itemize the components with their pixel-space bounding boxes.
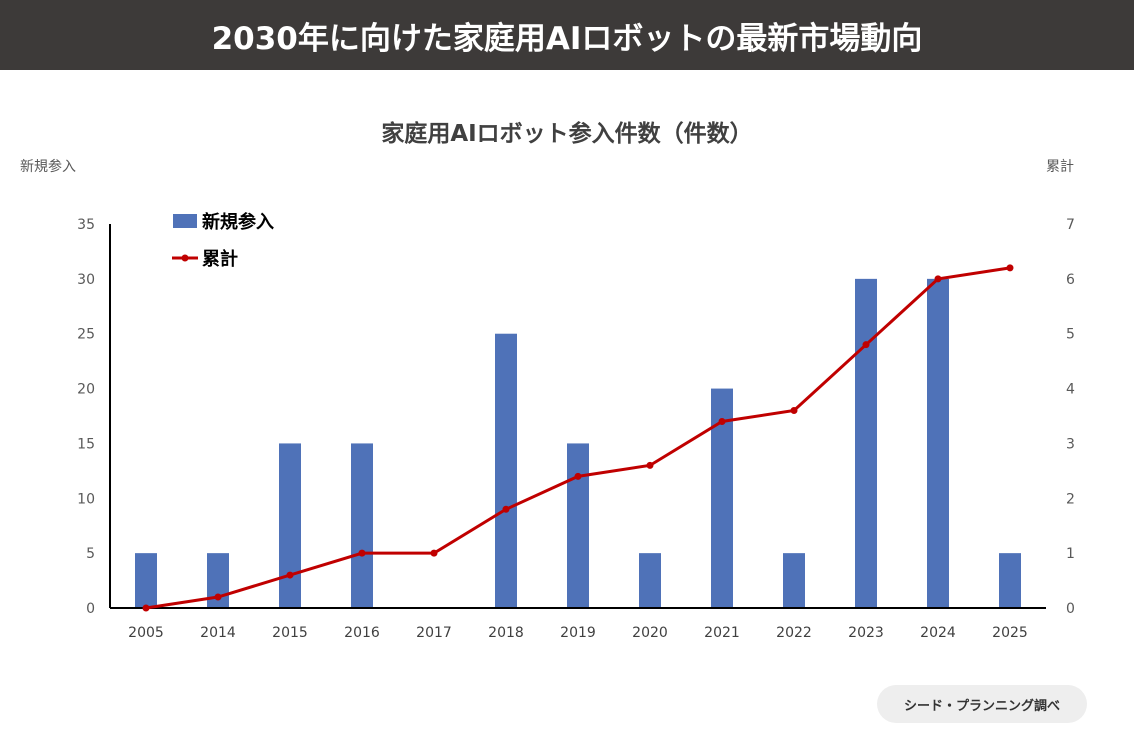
x-tick-label: 2014 (200, 625, 236, 641)
x-tick-label: 2021 (704, 625, 740, 641)
left-tick-label: 10 (77, 491, 95, 507)
bar-2018 (495, 333, 517, 608)
right-tick-label: 5 (1066, 327, 1075, 343)
x-tick-label: 2023 (848, 625, 884, 641)
right-tick-label: 2 (1066, 491, 1075, 507)
source-badge: シード・プランニング調べ (877, 685, 1087, 723)
cumulative-point-2024 (934, 275, 942, 283)
cumulative-point-2014 (214, 593, 222, 601)
cumulative-point-2019 (574, 472, 582, 480)
x-tick-label: 2024 (920, 625, 956, 641)
cumulative-point-2018 (502, 505, 510, 513)
x-tick-label: 2018 (488, 625, 524, 641)
cumulative-point-2021 (718, 417, 726, 425)
bar-2020 (639, 553, 661, 608)
cumulative-point-2020 (646, 461, 654, 469)
page-banner-title: 2030年に向けた家庭用AIロボットの最新市場動向 (0, 0, 1134, 70)
right-tick-label: 7 (1066, 217, 1075, 233)
bar-2005 (135, 553, 157, 608)
x-tick-label: 2017 (416, 625, 452, 641)
bar-2023 (855, 278, 877, 608)
right-tick-label: 3 (1066, 436, 1075, 452)
bar-2019 (567, 443, 589, 608)
left-tick-label: 5 (86, 546, 95, 562)
bar-2016 (351, 443, 373, 608)
bar-2021 (711, 388, 733, 608)
right-tick-label: 1 (1066, 546, 1075, 562)
bar-2015 (279, 443, 301, 608)
cumulative-point-2017 (430, 549, 438, 557)
cumulative-point-2023 (862, 341, 870, 349)
bar-2025 (999, 553, 1021, 608)
left-tick-label: 20 (77, 382, 95, 398)
bar-2024 (927, 278, 949, 608)
cumulative-point-2005 (142, 604, 150, 612)
left-tick-label: 0 (86, 601, 95, 617)
x-tick-label: 2025 (992, 625, 1028, 641)
right-axis-label: 累計 (1046, 159, 1074, 175)
legend-bar-swatch (173, 214, 197, 228)
right-tick-label: 6 (1066, 272, 1075, 288)
x-tick-label: 2020 (632, 625, 668, 641)
legend-label-new: 新規参入 (202, 211, 274, 233)
left-tick-label: 25 (77, 327, 95, 343)
x-tick-label: 2022 (776, 625, 812, 641)
cumulative-point-2015 (286, 571, 294, 579)
left-axis-label: 新規参入 (20, 159, 76, 175)
cumulative-point-2016 (358, 549, 366, 557)
x-tick-label: 2015 (272, 625, 308, 641)
x-tick-label: 2019 (560, 625, 596, 641)
left-tick-label: 35 (77, 217, 95, 233)
right-tick-label: 0 (1066, 601, 1075, 617)
left-tick-label: 30 (77, 272, 95, 288)
cumulative-point-2022 (790, 407, 798, 415)
legend-label-cumulative: 累計 (202, 248, 238, 270)
cumulative-point-2025 (1006, 264, 1014, 272)
legend-line-marker (181, 254, 189, 262)
chart-title: 家庭用AIロボット参入件数（件数） (381, 121, 753, 147)
right-tick-label: 4 (1066, 382, 1075, 398)
bar-2022 (783, 553, 805, 608)
left-tick-label: 15 (77, 436, 95, 452)
x-tick-label: 2016 (344, 625, 380, 641)
x-tick-label: 2005 (128, 625, 164, 641)
